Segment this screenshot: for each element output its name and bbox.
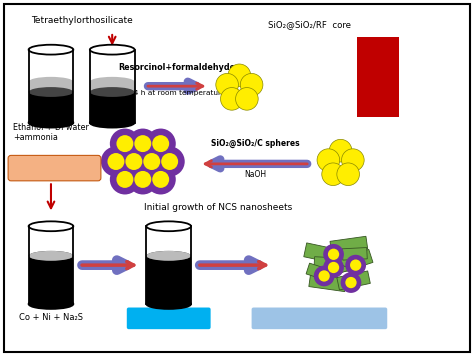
Circle shape (317, 149, 340, 171)
Bar (28, 226, 73, 304)
Circle shape (314, 266, 335, 286)
Circle shape (146, 164, 176, 194)
Circle shape (236, 88, 258, 110)
Ellipse shape (146, 299, 191, 309)
Ellipse shape (90, 118, 135, 127)
Circle shape (152, 171, 169, 188)
Bar (28, 256, 73, 304)
Circle shape (328, 248, 339, 260)
Circle shape (108, 153, 125, 170)
Ellipse shape (28, 77, 73, 87)
Circle shape (117, 135, 133, 152)
Bar (90, 50, 135, 123)
Ellipse shape (146, 251, 191, 261)
Circle shape (155, 146, 185, 177)
Ellipse shape (90, 87, 135, 97)
Circle shape (240, 73, 263, 96)
Text: Co + Ni + Na₂S: Co + Ni + Na₂S (19, 313, 83, 323)
Text: SiO₂@C-NCS nanocomposite: SiO₂@C-NCS nanocomposite (267, 315, 372, 322)
FancyBboxPatch shape (330, 236, 368, 254)
Text: Tetraethylorthosilicate: Tetraethylorthosilicate (31, 16, 132, 25)
Ellipse shape (28, 299, 73, 309)
FancyBboxPatch shape (325, 248, 356, 269)
Text: SiO₂@SiO₂/RF  core: SiO₂@SiO₂/RF core (268, 20, 352, 30)
Text: SiO₂@SiO₂/C spheres: SiO₂@SiO₂/C spheres (210, 139, 299, 148)
Bar (146, 256, 191, 304)
Text: NaOH: NaOH (244, 169, 266, 178)
Bar (90, 92, 135, 123)
Circle shape (228, 64, 251, 87)
Bar (90, 82, 135, 92)
Circle shape (110, 164, 140, 194)
Circle shape (337, 163, 359, 185)
Circle shape (161, 153, 178, 170)
Circle shape (341, 272, 361, 293)
Ellipse shape (146, 251, 191, 261)
FancyBboxPatch shape (252, 308, 387, 329)
FancyBboxPatch shape (357, 37, 400, 117)
Circle shape (134, 171, 151, 188)
Bar (146, 226, 191, 304)
Circle shape (323, 244, 344, 265)
Circle shape (319, 270, 330, 282)
Ellipse shape (90, 77, 135, 87)
Circle shape (143, 153, 160, 170)
FancyBboxPatch shape (309, 274, 346, 292)
FancyBboxPatch shape (342, 247, 367, 260)
Circle shape (146, 129, 176, 159)
Bar (28, 50, 73, 123)
Circle shape (342, 149, 364, 171)
Circle shape (220, 88, 243, 110)
Text: Calcined under
N₂ to 700 °C: Calcined under N₂ to 700 °C (372, 43, 385, 105)
Text: 24 h at room temperature: 24 h at room temperature (128, 90, 225, 96)
Circle shape (346, 277, 356, 288)
Circle shape (126, 153, 142, 170)
Circle shape (128, 164, 158, 194)
Circle shape (128, 129, 158, 159)
Circle shape (110, 129, 140, 159)
Ellipse shape (28, 118, 73, 127)
Text: Resorcinol+formaldehyde: Resorcinol+formaldehyde (118, 63, 235, 72)
FancyBboxPatch shape (8, 155, 101, 181)
Bar (28, 82, 73, 92)
Bar (28, 92, 73, 123)
Circle shape (350, 260, 361, 271)
Ellipse shape (28, 87, 73, 97)
FancyBboxPatch shape (314, 257, 348, 271)
Circle shape (323, 257, 344, 278)
FancyBboxPatch shape (306, 263, 335, 282)
Text: Initial growth of NCS nanosheets: Initial growth of NCS nanosheets (144, 203, 292, 212)
Circle shape (329, 140, 352, 162)
Text: SiO₂@C core-shell: SiO₂@C core-shell (20, 164, 89, 173)
Circle shape (216, 73, 238, 96)
Text: SiO₂@C core-shell: SiO₂@C core-shell (136, 315, 201, 321)
FancyBboxPatch shape (337, 271, 370, 290)
Ellipse shape (146, 221, 191, 231)
Circle shape (328, 262, 339, 273)
Circle shape (101, 146, 131, 177)
Circle shape (152, 135, 169, 152)
Text: Ethanol + DI water
+ammonia: Ethanol + DI water +ammonia (13, 122, 89, 142)
Circle shape (322, 163, 345, 185)
Ellipse shape (90, 45, 135, 54)
Circle shape (134, 135, 151, 152)
Ellipse shape (28, 251, 73, 261)
FancyBboxPatch shape (127, 308, 210, 329)
Circle shape (137, 146, 167, 177)
Circle shape (119, 146, 149, 177)
Ellipse shape (28, 251, 73, 261)
FancyBboxPatch shape (337, 250, 373, 273)
FancyBboxPatch shape (304, 243, 345, 265)
Circle shape (117, 171, 133, 188)
Ellipse shape (28, 221, 73, 231)
Circle shape (346, 255, 366, 276)
Ellipse shape (28, 45, 73, 54)
